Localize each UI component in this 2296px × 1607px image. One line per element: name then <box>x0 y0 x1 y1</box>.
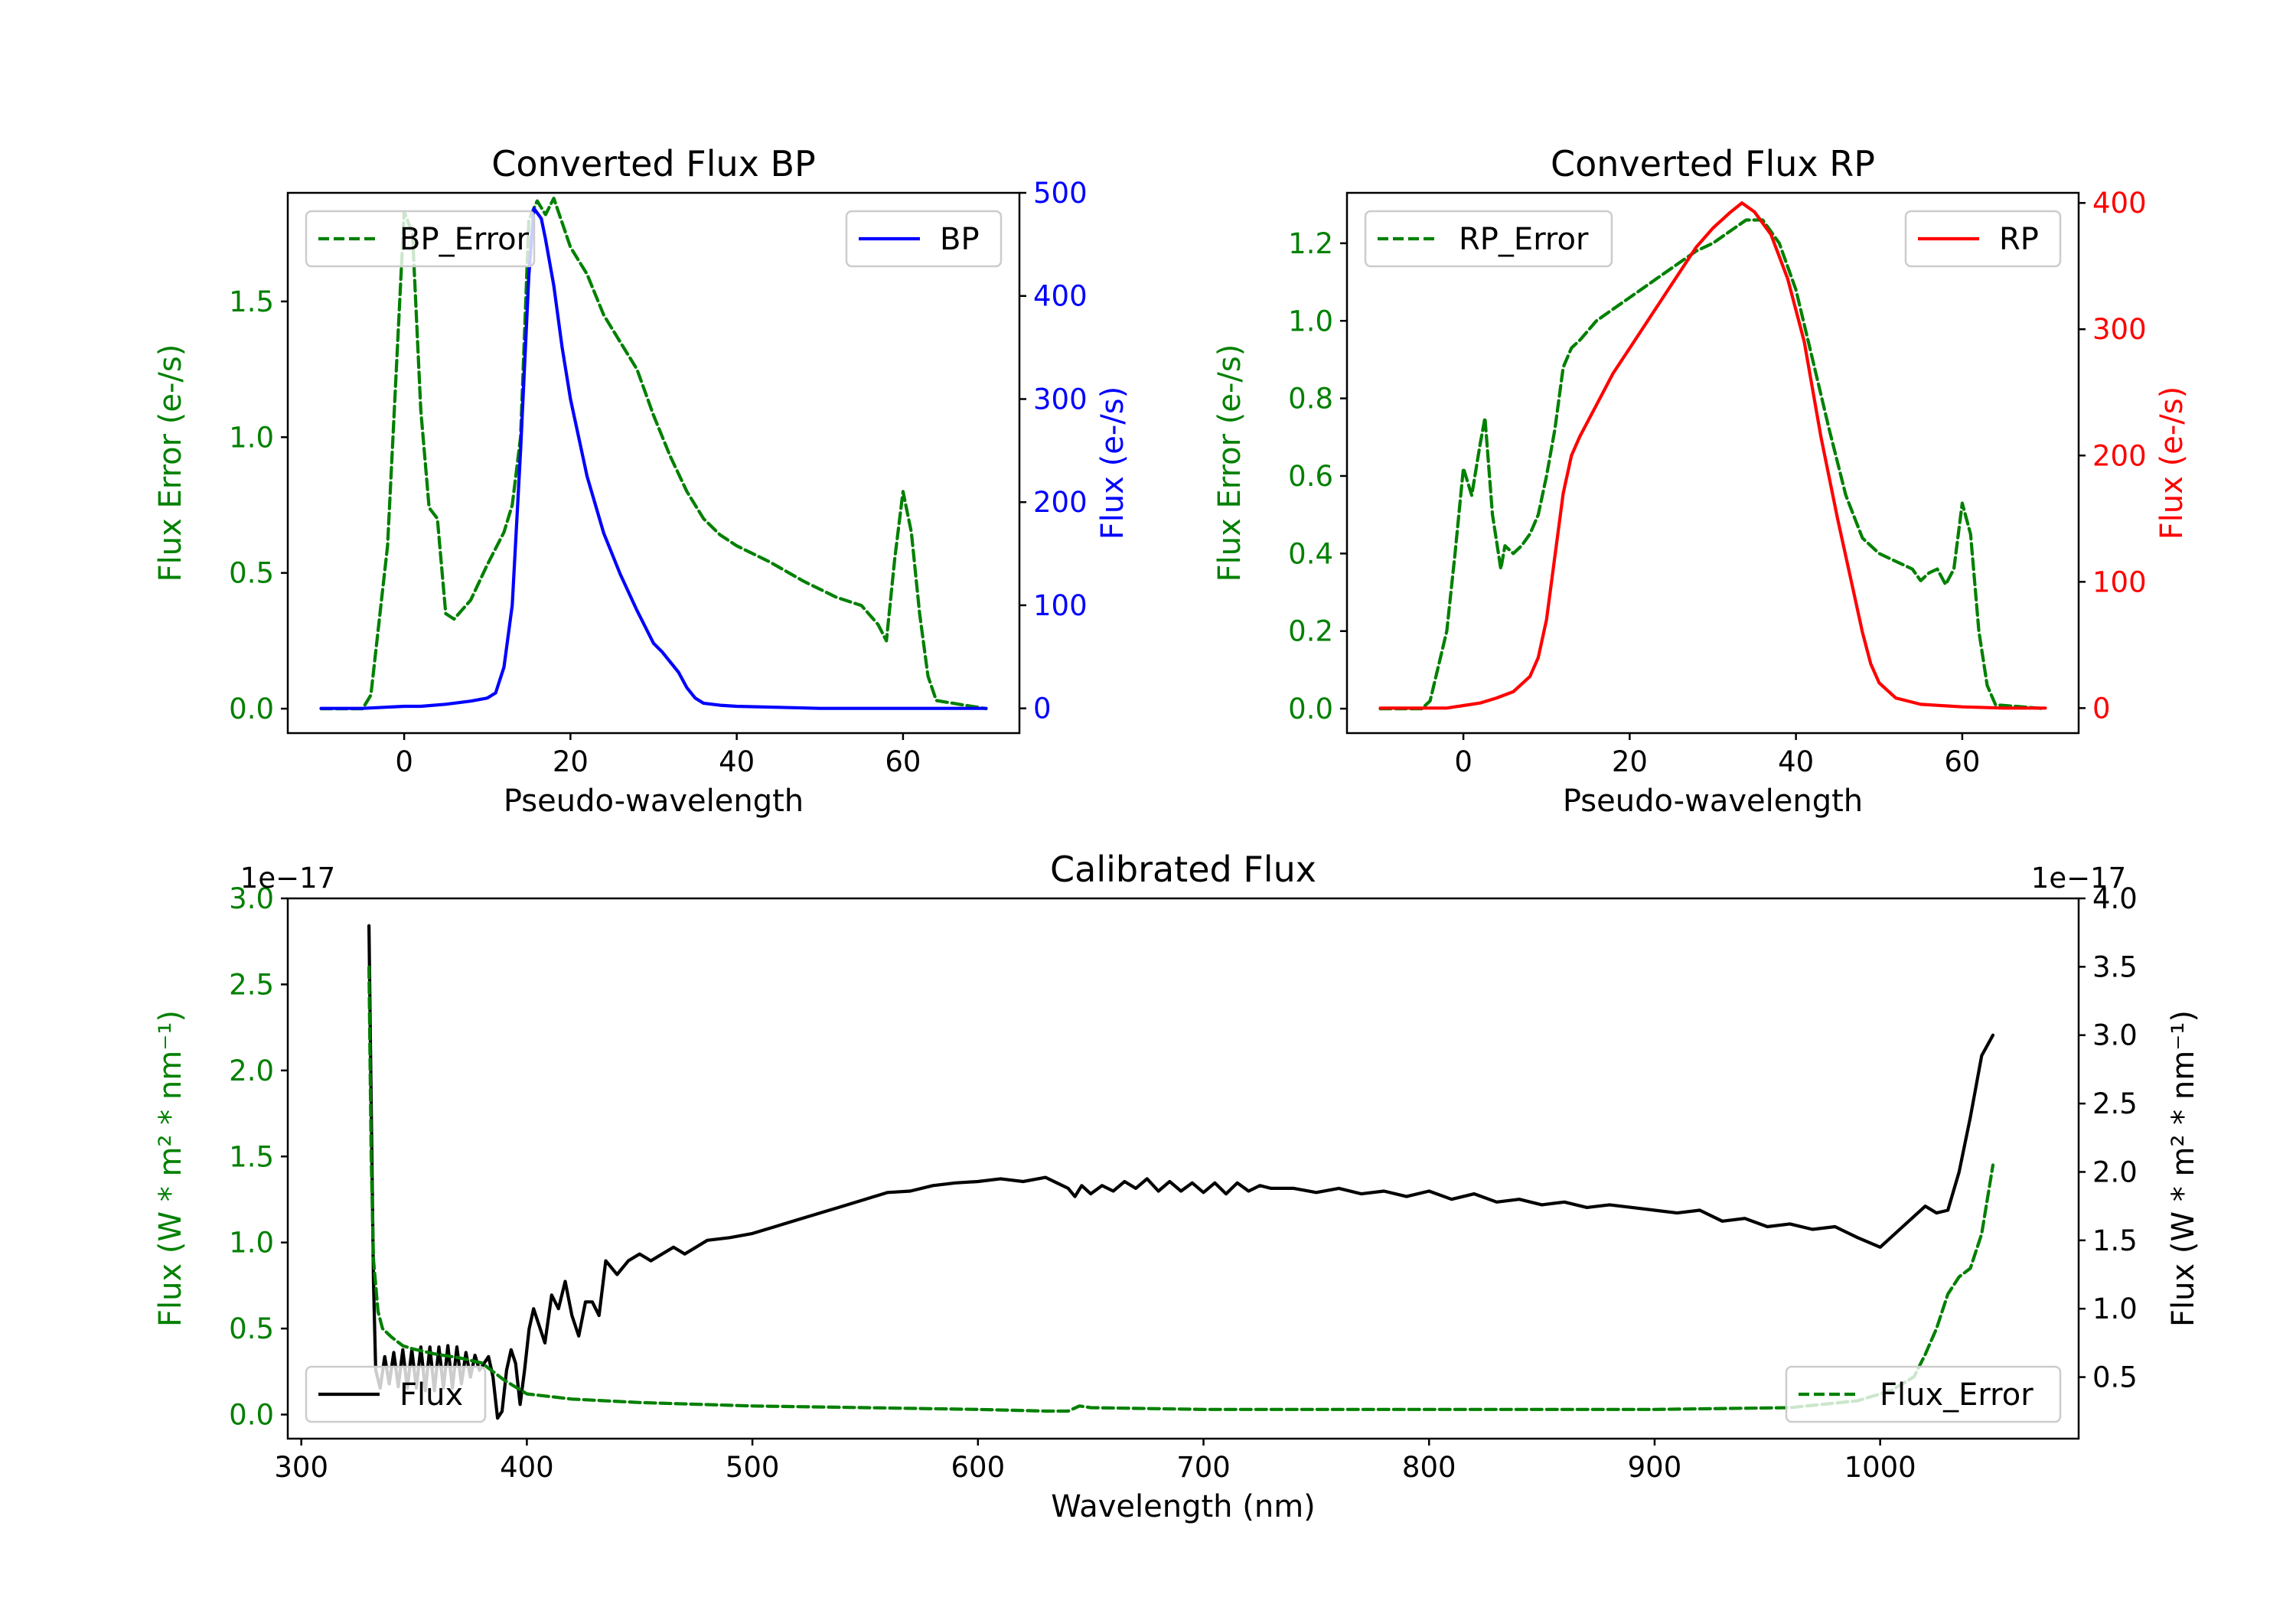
left-y-tick-label: 3.0 <box>229 882 274 915</box>
legend-flux: Flux <box>305 1365 487 1423</box>
series-flux-error-line <box>367 965 1995 1413</box>
left-y-axis-label: Flux (W * m² * nm⁻¹) <box>153 1010 188 1327</box>
left-y-tick-label: 0.5 <box>229 1312 274 1345</box>
x-tick-label: 400 <box>500 1451 554 1484</box>
chart-title: Calibrated Flux <box>1050 849 1316 890</box>
right-y-tick-label: 3.0 <box>2092 1019 2138 1052</box>
legend-label: RP <box>1999 222 2039 257</box>
x-axis-label: Wavelength (nm) <box>1051 1489 1316 1524</box>
legend-box <box>1785 1365 2062 1423</box>
left-y-tick-label: 2.5 <box>229 968 274 1001</box>
right-y-tick-label: 3.5 <box>2092 950 2138 983</box>
left-y-axis-label: Flux Error (e-/s) <box>153 344 188 582</box>
x-tick-label: 40 <box>719 745 755 778</box>
legend-box <box>305 210 536 268</box>
right-y-tick-label: 500 <box>1033 177 1088 210</box>
chart-title: Converted Flux RP <box>1551 143 1875 184</box>
legend-rp-error: RP_Error <box>1364 210 1613 268</box>
x-tick-label: 1000 <box>1844 1451 1916 1484</box>
right-y-tick-label: 1.0 <box>2092 1292 2138 1325</box>
left-y-tick-label: 0.0 <box>1288 693 1333 725</box>
right-y-axis-label: Flux (e-/s) <box>1095 386 1130 539</box>
x-tick-label: 0 <box>395 745 413 778</box>
right-y-tick-label: 2.0 <box>2092 1156 2138 1188</box>
right-y-axis-label: Flux (W * m² * nm⁻¹) <box>2166 1010 2201 1327</box>
chart-bp: 0 20 40 60 Pseudo-wavelength 0.0 0.5 1.0 1.5 Flux… <box>153 143 1130 819</box>
legend-box <box>845 210 1003 268</box>
left-y-axis-label: Flux Error (e-/s) <box>1212 344 1247 582</box>
x-axis-label: Pseudo-wavelength <box>504 784 804 819</box>
x-tick-label: 800 <box>1402 1451 1456 1484</box>
chart-rp: 0 20 40 60 Pseudo-wavelength 0.0 0.2 0.4 0.6 0.8 1… <box>1212 143 2190 819</box>
x-tick-label: 20 <box>1612 745 1648 778</box>
chart-title: Converted Flux BP <box>491 143 816 184</box>
right-y-tick-label: 300 <box>2092 313 2147 346</box>
left-y-tick-label: 1.2 <box>1288 227 1333 260</box>
legend-rp: RP <box>1904 210 2062 268</box>
left-y-tick-label: 2.0 <box>229 1054 274 1087</box>
right-y-tick-label: 200 <box>1033 486 1088 519</box>
series-bp-error-line <box>319 197 988 711</box>
right-y-tick-label: 100 <box>2092 566 2147 598</box>
x-tick-label: 20 <box>553 745 589 778</box>
left-y-tick-label: 0.2 <box>1288 615 1333 648</box>
series-rp-error-line <box>1378 218 2047 711</box>
x-tick-label: 0 <box>1454 745 1473 778</box>
left-y-tick-label: 0.4 <box>1288 537 1333 570</box>
legend-bp: BP <box>845 210 1003 268</box>
left-y-exponent: 1e−17 <box>240 862 335 895</box>
right-y-tick-label: 4.0 <box>2092 882 2138 915</box>
series-bp-line <box>319 207 988 710</box>
left-y-tick-label: 0.6 <box>1288 460 1333 493</box>
legend-label: Flux <box>400 1377 463 1413</box>
legend-label: Flux_Error <box>1880 1377 2033 1413</box>
left-y-tick-label: 1.5 <box>229 1140 274 1173</box>
legend-box <box>1904 210 2062 268</box>
right-y-tick-label: 0.5 <box>2092 1361 2138 1394</box>
legend-bp-error: BP_Error <box>305 210 536 268</box>
x-tick-label: 60 <box>885 745 921 778</box>
x-axis-label: Pseudo-wavelength <box>1563 784 1863 819</box>
left-y-tick-label: 1.0 <box>1288 305 1333 337</box>
left-y-tick-label: 1.0 <box>229 1227 274 1260</box>
left-y-tick-label: 0.0 <box>229 693 274 725</box>
right-y-tick-label: 1.5 <box>2092 1224 2138 1257</box>
x-tick-label: 40 <box>1778 745 1814 778</box>
left-y-tick-label: 1.0 <box>229 421 274 454</box>
legend-label: BP <box>940 222 980 257</box>
legend-label: BP_Error <box>400 222 530 257</box>
legend-box <box>305 1365 487 1423</box>
left-y-tick-label: 0.0 <box>229 1399 274 1432</box>
right-y-tick-label: 200 <box>2092 439 2147 472</box>
plot-frame <box>286 191 1021 735</box>
plot-frame <box>286 897 2080 1440</box>
right-y-tick-label: 100 <box>1033 589 1088 622</box>
x-tick-label: 600 <box>951 1451 1006 1484</box>
x-tick-label: 300 <box>274 1451 328 1484</box>
right-y-axis-label: Flux (e-/s) <box>2154 386 2190 539</box>
x-tick-label: 500 <box>726 1451 780 1484</box>
right-y-tick-label: 300 <box>1033 383 1088 416</box>
left-y-tick-label: 0.5 <box>229 557 274 590</box>
right-y-tick-label: 400 <box>1033 280 1088 313</box>
left-y-tick-label: 0.8 <box>1288 383 1333 416</box>
x-tick-label: 700 <box>1176 1451 1231 1484</box>
series-flux-line <box>367 924 1995 1420</box>
x-tick-label: 900 <box>1628 1451 1682 1484</box>
right-y-tick-label: 0 <box>2092 692 2111 725</box>
legend-flux-error: Flux_Error <box>1785 1365 2062 1423</box>
series-rp-line <box>1378 201 2047 710</box>
right-y-tick-label: 400 <box>2092 187 2147 220</box>
right-y-tick-label: 0 <box>1033 693 1052 725</box>
left-y-tick-label: 1.5 <box>229 285 274 318</box>
x-tick-label: 60 <box>1944 745 1980 778</box>
legend-box <box>1364 210 1613 268</box>
right-y-exponent: 1e−17 <box>2031 862 2126 895</box>
chart-cal: 300 400 500 600 700 800 900 1000 Wavelength (nm)… <box>153 849 2201 1524</box>
right-y-tick-label: 2.5 <box>2092 1087 2138 1120</box>
plot-frame <box>1345 191 2080 735</box>
legend-label: RP_Error <box>1459 222 1589 257</box>
